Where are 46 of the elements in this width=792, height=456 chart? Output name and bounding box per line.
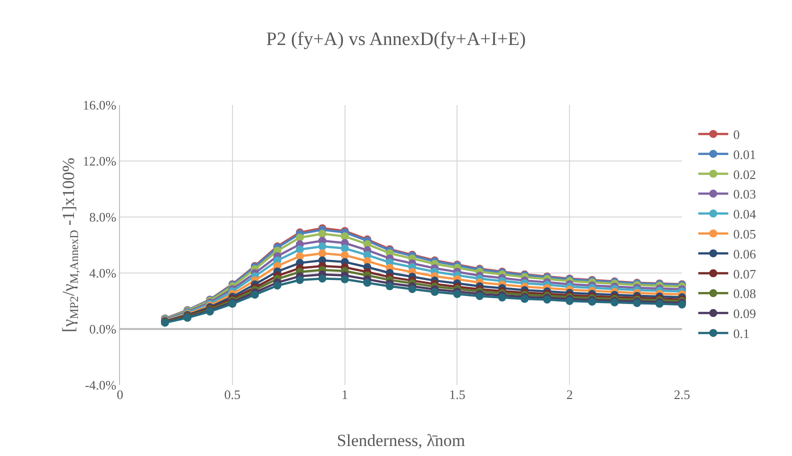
point — [476, 292, 484, 300]
legend-label: 0.09 — [733, 306, 756, 322]
chart-title: P2 (fy+A) vs AnnexD(fy+A+I+E) — [266, 29, 526, 50]
y-tick-label: 0.0% — [89, 322, 117, 337]
point — [453, 290, 462, 298]
y-tick-label: 12.0% — [82, 154, 117, 169]
legend-label: 0.08 — [733, 286, 756, 302]
x-tick-label: 2 — [566, 387, 573, 402]
point — [430, 288, 439, 296]
point — [318, 249, 326, 258]
point — [273, 282, 282, 290]
point — [498, 294, 506, 302]
legend-label: 0.03 — [733, 186, 756, 202]
x-tick-label: 0.5 — [224, 387, 241, 402]
point — [340, 275, 349, 284]
x-tick-label: 1.5 — [449, 387, 466, 402]
point — [296, 245, 304, 254]
x-axis-title: Slenderness, λ̄nom — [336, 431, 466, 450]
x-tick-label: 1 — [342, 387, 348, 402]
y-tick-label: 8.0% — [89, 210, 117, 225]
point — [250, 290, 259, 299]
legend-label: 0.04 — [733, 206, 756, 222]
point — [340, 244, 349, 252]
point — [363, 278, 372, 287]
point — [296, 234, 304, 242]
point — [340, 232, 349, 240]
x-tick-label: 2.5 — [674, 387, 690, 402]
point — [408, 285, 416, 294]
legend-label: 0.06 — [733, 246, 756, 262]
y-tick-label: 4.0% — [89, 266, 117, 281]
point — [318, 242, 326, 250]
legend-label: 0.05 — [733, 226, 756, 242]
y-tick-label: 16.0% — [82, 98, 117, 113]
point — [386, 282, 394, 290]
y-tick-label: -4.0% — [84, 378, 117, 393]
point — [296, 252, 304, 260]
point — [318, 274, 326, 283]
point — [340, 251, 349, 260]
legend-label: 0.1 — [733, 326, 750, 342]
legend-label: 0.01 — [733, 146, 756, 162]
point — [296, 276, 304, 284]
legend-label: 0.07 — [733, 266, 756, 282]
legend-label: 0.02 — [733, 166, 756, 182]
point — [318, 230, 326, 238]
x-tick-label: 0 — [116, 387, 124, 402]
legend-label: 0 — [733, 127, 740, 142]
